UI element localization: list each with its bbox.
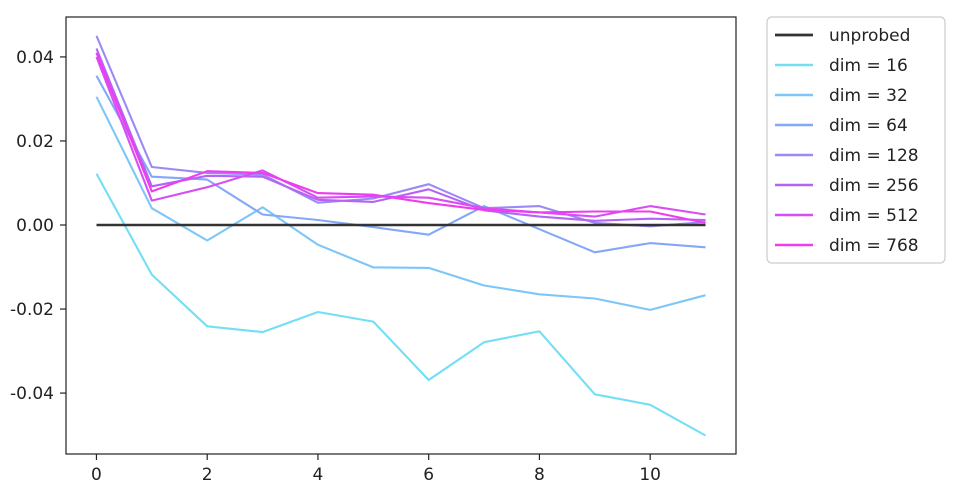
series-layer <box>95 35 707 437</box>
plot-area <box>66 17 736 454</box>
legend-label: dim = 256 <box>829 176 919 196</box>
series-line-dim-768 <box>95 52 706 224</box>
y-tick-label: 0.02 <box>16 132 54 152</box>
legend-label: dim = 512 <box>829 206 919 226</box>
legend-label: unprobed <box>829 26 910 46</box>
x-axis: 0 2 4 6 8 10 <box>91 454 661 485</box>
y-tick-label: 0.00 <box>16 216 54 236</box>
series-line-dim-32 <box>95 96 706 311</box>
series-line-dim-256 <box>95 48 706 222</box>
x-tick-label: 6 <box>423 465 434 485</box>
series-line-dim-64 <box>95 75 706 254</box>
x-tick-label: 4 <box>313 465 324 485</box>
x-tick-label: 2 <box>202 465 213 485</box>
series-line-dim-128 <box>95 35 706 228</box>
legend-label: dim = 32 <box>829 86 908 106</box>
plot-frame <box>65 16 737 455</box>
legend-label: dim = 64 <box>829 116 908 136</box>
x-tick-label: 8 <box>534 465 545 485</box>
legend: unprobed dim = 16 dim = 32 dim = 64 dim = 12… <box>766 16 946 264</box>
legend-label: dim = 128 <box>829 146 919 166</box>
legend-label: dim = 768 <box>829 236 919 256</box>
y-axis: 0.04 0.02 0.00 -0.02 -0.04 <box>10 48 66 404</box>
series-line-dim-16 <box>95 173 707 437</box>
y-tick-label: 0.04 <box>16 48 54 68</box>
y-tick-label: -0.04 <box>10 384 54 404</box>
x-tick-label: 0 <box>91 465 102 485</box>
legend-box <box>766 16 946 264</box>
y-tick-label: -0.02 <box>10 300 54 320</box>
x-tick-label: 10 <box>639 465 661 485</box>
legend-label: dim = 16 <box>829 56 908 76</box>
series-line-dim-512 <box>95 56 706 218</box>
